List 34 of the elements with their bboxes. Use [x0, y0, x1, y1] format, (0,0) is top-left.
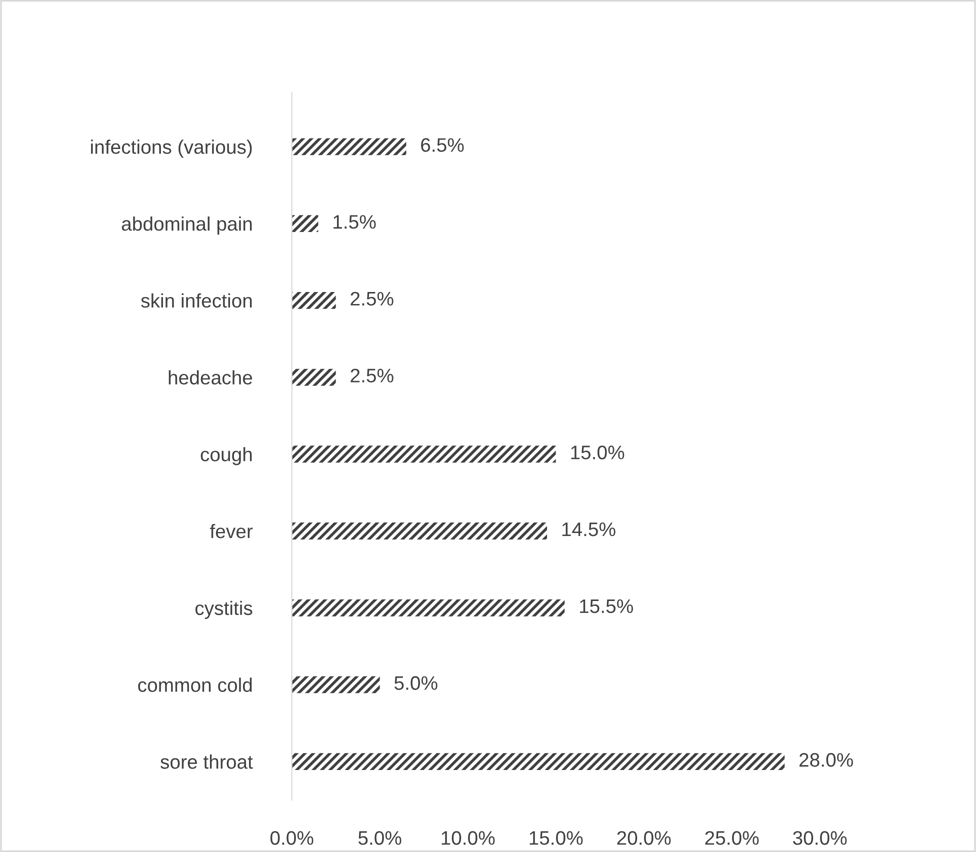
data-label: 15.5% [580, 599, 633, 614]
data-label: 2.5% [350, 368, 394, 382]
y-tick-label: sore throat [160, 754, 253, 769]
y-tick-label: abdominal pain [122, 216, 252, 235]
y-tick-label: cystitis [195, 600, 252, 619]
bar [292, 215, 318, 232]
y-tick-label: hedeache [168, 370, 252, 385]
bar [292, 676, 380, 694]
data-label: 2.5% [350, 292, 394, 306]
x-tick-label: 20.0% [617, 831, 671, 845]
data-label: 15.0% [571, 446, 624, 460]
bar [292, 292, 336, 309]
bar [292, 368, 336, 386]
data-label: 28.0% [800, 753, 853, 767]
y-tick-label: cough [200, 447, 252, 466]
bar [292, 446, 556, 463]
y-tick-label: infections (various) [91, 140, 252, 158]
data-label: 5.0% [394, 676, 438, 690]
data-label: 6.5% [421, 138, 464, 152]
x-tick-label: 0.0% [270, 831, 314, 845]
bar [292, 753, 785, 770]
x-tick-label: 30.0% [793, 831, 847, 845]
bar [292, 599, 565, 616]
y-tick-label: common cold [138, 678, 252, 692]
data-label: 1.5% [334, 215, 376, 229]
x-tick-label: 10.0% [442, 831, 495, 845]
data-label: 14.5% [562, 522, 616, 536]
bar [292, 522, 548, 540]
x-tick-label: 15.0% [530, 831, 583, 845]
y-tick-label: fever [210, 524, 253, 538]
y-tick-label: skin infection [141, 293, 252, 308]
x-tick-label: 5.0% [358, 831, 402, 845]
bar [292, 138, 406, 156]
x-tick-label: 25.0% [705, 831, 759, 845]
